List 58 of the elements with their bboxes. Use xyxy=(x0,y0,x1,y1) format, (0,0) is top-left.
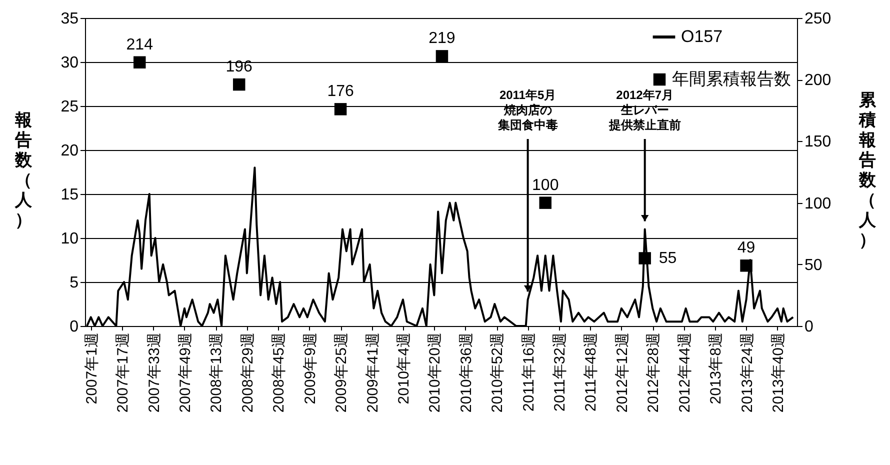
x-tick-label: 2007年17週 xyxy=(114,332,132,413)
x-tick-label: 2008年45週 xyxy=(270,332,288,413)
x-tick-label: 2010年52週 xyxy=(489,332,506,413)
x-tick-label: 2009年9週 xyxy=(302,332,319,404)
y2-tick-label: 150 xyxy=(804,134,832,151)
x-tick-label: 2013年40週 xyxy=(770,332,787,413)
annotation: 2012年7月 xyxy=(616,88,674,102)
x-tick-label: 2010年20週 xyxy=(426,332,444,413)
y-tick-label: 15 xyxy=(60,186,79,204)
x-tick-label: 2011年32週 xyxy=(552,332,569,412)
x-tick-label: 2010年36週 xyxy=(458,332,475,413)
y2-axis-title: 累積報告数（人） xyxy=(858,90,877,250)
y-tick-label: 35 xyxy=(60,10,79,28)
legend-label: 年間累積報告数 xyxy=(672,70,791,88)
y-tick-label: 10 xyxy=(60,230,79,248)
point xyxy=(740,260,752,272)
x-tick-label: 2009年25週 xyxy=(333,332,350,413)
x-tick-label: 2013年24週 xyxy=(738,332,756,413)
y2-tick-label: 200 xyxy=(804,72,832,90)
legend-label: O157 xyxy=(681,27,723,46)
y-tick-label: 30 xyxy=(60,54,79,72)
x-tick-label: 2013年8週 xyxy=(708,332,725,404)
y-tick-label: 20 xyxy=(60,142,79,160)
point xyxy=(232,78,246,91)
point xyxy=(334,103,347,116)
x-tick-label: 2008年13週 xyxy=(208,332,226,413)
y-axis-title: 報告数（人） xyxy=(14,110,33,230)
x-tick-label: 2012年44週 xyxy=(676,332,694,413)
point xyxy=(436,50,448,62)
y2-tick-label: 250 xyxy=(804,10,832,28)
annotation: 2011年5月 xyxy=(499,88,556,102)
y2-tick-label: 0 xyxy=(804,318,814,336)
y2-tick-label: 100 xyxy=(804,195,832,212)
y-tick-label: 5 xyxy=(70,274,79,292)
x-tick-label: 2012年12週 xyxy=(614,332,631,413)
x-tick-label: 2007年33週 xyxy=(146,332,163,413)
annotation: 提供禁止直前 xyxy=(608,118,681,132)
y2-tick-label: 50 xyxy=(804,256,822,274)
point xyxy=(133,56,146,68)
data-label: 219 xyxy=(428,30,456,48)
data-label: 100 xyxy=(532,176,559,194)
x-tick-label: 2008年29週 xyxy=(239,332,256,413)
x-tick-label: 2010年4週 xyxy=(395,332,412,404)
point xyxy=(539,196,552,209)
x-tick-label: 2012年28週 xyxy=(645,332,662,413)
data-label: 176 xyxy=(327,83,354,100)
y-tick-label: 25 xyxy=(60,98,79,116)
x-tick-label: 2007年1週 xyxy=(83,332,100,404)
x-tick-label: 2011年16週 xyxy=(520,332,538,412)
point xyxy=(638,252,651,264)
y-tick-label: 0 xyxy=(70,318,79,336)
data-label: 49 xyxy=(737,240,756,257)
data-label: 214 xyxy=(126,36,154,54)
data-label: 55 xyxy=(658,250,677,268)
x-tick-label: 2009年41週 xyxy=(364,332,382,413)
x-tick-label: 2011年48週 xyxy=(582,332,600,412)
x-tick-label: 2007年49週 xyxy=(176,332,194,413)
annotation: 集団食中毒 xyxy=(496,118,558,132)
